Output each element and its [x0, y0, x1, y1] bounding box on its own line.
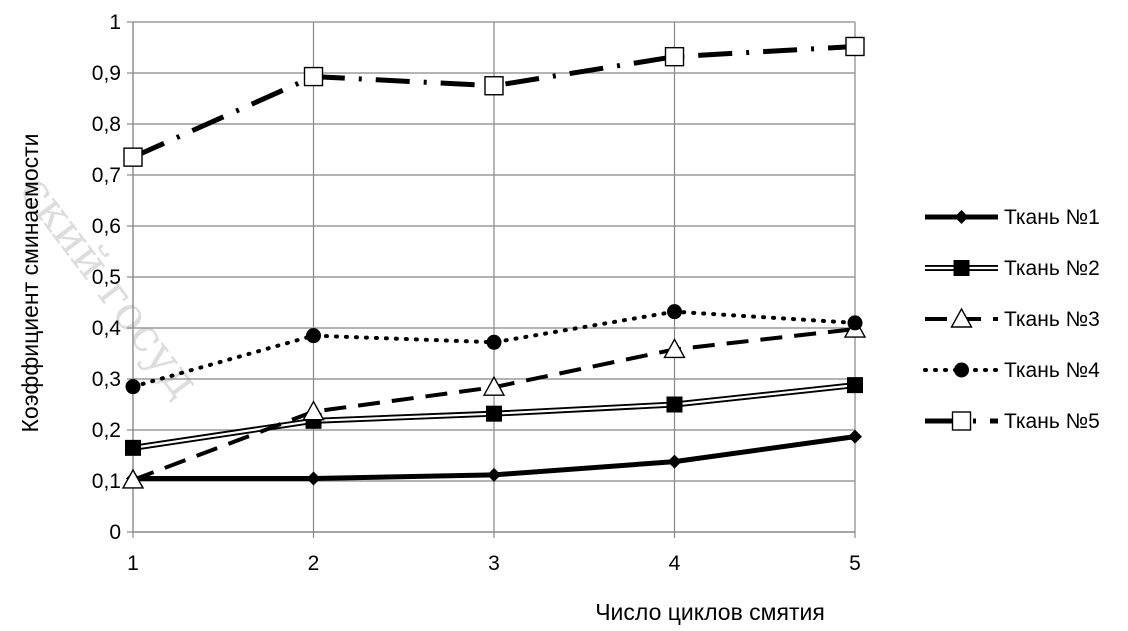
data-point-series-4 [667, 304, 682, 320]
legend-label-1: Ткань №1 [1004, 206, 1100, 229]
axes [127, 21, 856, 538]
x-axis-title: Число циклов смятия [595, 599, 825, 625]
y-tick-label: 0,4 [92, 317, 122, 340]
data-point-series-1 [306, 471, 321, 486]
y-tick-label: 0,9 [92, 62, 121, 85]
data-point-series-2 [847, 377, 863, 394]
data-point-series-4 [847, 315, 863, 331]
y-axis-title: Коэффициент сминаемости [17, 134, 43, 433]
legend-label-4: Ткань №4 [1004, 359, 1100, 382]
y-tick-label: 0,5 [92, 266, 121, 289]
series-line-5 [131, 43, 856, 160]
legend-label-3: Ткань №3 [1004, 308, 1100, 331]
y-tick-label: 0,3 [92, 368, 121, 391]
y-tick-labels: 0 0,1 0,2 0,3 0,4 0,5 0,6 0,7 0,8 0,9 1 [92, 11, 122, 544]
data-point-series-5 [664, 46, 685, 67]
data-point-series-5 [123, 147, 143, 167]
data-point-series-1 [848, 429, 862, 444]
y-tick-label: 0,8 [92, 113, 121, 136]
legend-label-5: Ткань №5 [1004, 410, 1100, 433]
legend-marker-5 [951, 411, 972, 431]
data-point-series-5 [845, 36, 865, 57]
x-tick-label: 3 [488, 552, 500, 575]
data-point-series-3 [302, 400, 325, 421]
legend: Ткань №1 Ткань №2 Ткань №3 Ткань №4 Ткань №5 [923, 206, 1100, 433]
data-point-series-1 [487, 467, 501, 482]
series-markers [121, 36, 867, 489]
legend-label-2: Ткань №2 [1004, 257, 1100, 280]
x-tick-label: 5 [849, 552, 861, 575]
data-point-series-4 [306, 328, 321, 344]
data-point-series-4 [125, 379, 141, 395]
legend-marker-2 [953, 260, 970, 276]
y-tick-label: 1 [109, 11, 121, 34]
legend-marker-3 [950, 307, 973, 328]
x-tick-label: 2 [308, 552, 320, 575]
legend-marker-4 [954, 362, 969, 378]
x-tick-label: 4 [669, 552, 681, 575]
data-point-series-3 [663, 337, 686, 359]
y-tick-label: 0,7 [92, 164, 121, 187]
data-point-series-3 [482, 375, 506, 396]
data-point-series-1 [667, 454, 682, 469]
legend-marker-1 [954, 210, 969, 224]
data-point-series-4 [486, 334, 502, 350]
data-point-series-5 [484, 76, 504, 96]
y-tick-label: 0,6 [92, 215, 121, 238]
x-tick-labels: 1 2 3 4 5 [127, 552, 861, 575]
data-point-series-3 [121, 468, 145, 489]
y-tick-label: 0,2 [92, 419, 121, 442]
data-point-series-2 [125, 439, 141, 456]
gridlines [133, 21, 856, 532]
y-tick-label: 0 [109, 521, 121, 544]
data-point-series-2 [666, 396, 683, 413]
data-point-series-5 [303, 66, 324, 87]
x-tick-label: 1 [127, 552, 139, 575]
y-tick-label: 0,1 [92, 470, 121, 493]
data-point-series-2 [486, 405, 502, 422]
